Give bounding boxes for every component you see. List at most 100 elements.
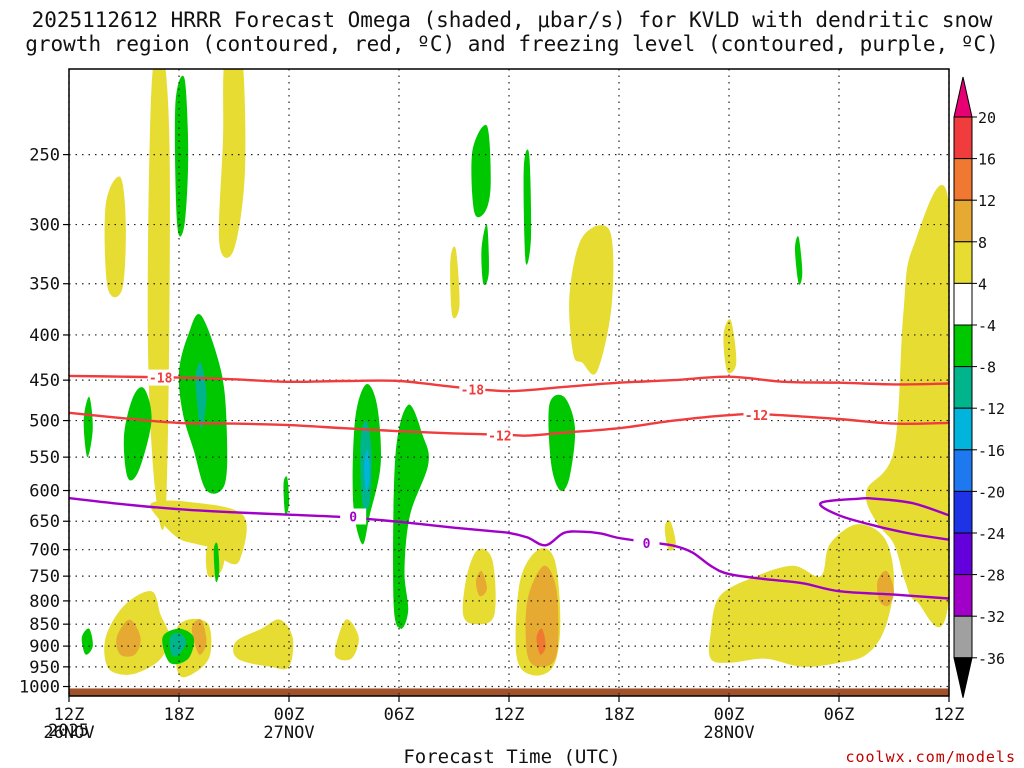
- colorbar-label: -32: [978, 608, 1005, 626]
- y-tick-label: 250: [29, 146, 60, 166]
- contour-label: -12: [745, 409, 768, 424]
- omega-region-27: [83, 396, 93, 458]
- x-axis-title: Forecast Time (UTC): [403, 746, 621, 768]
- colorbar-swatch: [953, 615, 973, 659]
- colorbar-swatch: [953, 158, 973, 201]
- x-date-label: 27NOV: [263, 723, 314, 743]
- title-line-1: 2025112612 HRRR Forecast Omega (shaded, …: [31, 8, 993, 32]
- colorbar-label: -12: [978, 400, 1005, 418]
- x-tick-label: 12Z: [54, 705, 85, 725]
- contour-label: -18: [461, 383, 485, 398]
- x-date-label: 28NOV: [703, 723, 754, 743]
- colorbar-label: 4: [978, 275, 987, 293]
- omega-region-32: [795, 236, 803, 285]
- colorbar-label: -28: [978, 567, 1005, 585]
- colorbar-swatch: [953, 532, 973, 576]
- y-tick-label: 550: [29, 448, 60, 468]
- omega-region-30: [523, 149, 532, 265]
- colorbar-label: 8: [978, 234, 987, 252]
- y-tick-label: 300: [29, 216, 60, 236]
- omega-region-17: [926, 223, 949, 318]
- omega-shading-layer: [69, 69, 949, 696]
- contour-label-bg: [459, 381, 486, 398]
- colorbar-bottom-arrow: [953, 657, 973, 698]
- y-tick-label: 400: [29, 326, 60, 346]
- ground-fill: [69, 688, 949, 696]
- contour-label-bg: [633, 535, 660, 552]
- colorbar-label: 12: [978, 192, 996, 210]
- contour-label-bg: [743, 407, 770, 424]
- y-tick-label: 500: [29, 412, 60, 432]
- axes-layer: 2503003504004505005506006507007508008509…: [19, 68, 964, 743]
- omega-region-20: [525, 565, 559, 667]
- omega-region-38: [81, 628, 93, 655]
- omega-region-0: [104, 176, 126, 298]
- y-tick-label: 600: [29, 482, 60, 502]
- omega-region-23: [536, 628, 546, 655]
- contour-layer: -18 -18 -12 -12 0 0: [69, 369, 949, 600]
- colorbar-swatch: [953, 407, 973, 451]
- omega-region-9: [450, 246, 460, 319]
- x-tick-label: 06Z: [384, 705, 415, 725]
- contour-line-3: [819, 497, 949, 541]
- colorbar-swatch: [953, 574, 973, 617]
- colorbar-label: -4: [978, 317, 996, 335]
- contour-line-2: [69, 496, 949, 600]
- contour-line-0: [69, 374, 949, 393]
- x-tick-label: 12Z: [494, 705, 525, 725]
- y-tick-label: 650: [29, 512, 60, 532]
- omega-region-16: [865, 184, 949, 628]
- omega-region-12: [569, 225, 614, 375]
- x-tick-label: 18Z: [164, 705, 195, 725]
- omega-region-24: [174, 75, 189, 237]
- omega-region-35: [283, 476, 290, 516]
- date-stamp: 2025: [48, 722, 89, 740]
- contour-label: -18: [149, 372, 173, 387]
- x-date-label: 26NOV: [43, 723, 94, 743]
- omega-region-8: [334, 619, 359, 661]
- colorbar-swatch: [953, 199, 973, 243]
- y-tick-label: 800: [29, 592, 60, 612]
- x-tick-label: 00Z: [714, 705, 745, 725]
- omega-region-31: [548, 394, 576, 492]
- omega-region-15: [708, 524, 894, 667]
- omega-region-28: [393, 404, 429, 629]
- omega-region-33: [481, 224, 489, 286]
- y-tick-label: 350: [29, 275, 60, 295]
- omega-region-2: [218, 69, 246, 258]
- title-line-2: growth region (contoured, red, ºC) and f…: [25, 32, 999, 56]
- year-label: 2025: [48, 721, 89, 741]
- y-tick-label: 450: [29, 371, 60, 391]
- omega-region-36: [213, 542, 220, 583]
- colorbar-swatch: [953, 490, 973, 534]
- contour-label: 0: [349, 510, 357, 525]
- contour-label-bg: [486, 427, 513, 444]
- y-tick-label: 1000: [19, 678, 60, 698]
- x-tick-label: 00Z: [274, 705, 305, 725]
- colorbar-swatch: [953, 324, 973, 368]
- y-tick-label: 850: [29, 615, 60, 635]
- contour-label: 0: [643, 537, 651, 552]
- colorbar: 20 16 12 8 4 -4 -8 -12 -16 -20 -24 -28 -32 -36: [953, 76, 1005, 698]
- omega-region-42: [364, 449, 370, 491]
- colorbar-label: -36: [978, 650, 1005, 668]
- contour-label: -12: [488, 430, 511, 445]
- colorbar-label: -20: [978, 483, 1005, 501]
- y-tick-label: 900: [29, 637, 60, 657]
- omega-region-1: [147, 69, 170, 531]
- contour-label-bg: [147, 369, 174, 386]
- colorbar-swatch: [953, 449, 973, 492]
- contour-label-bg: [340, 508, 367, 525]
- omega-region-13: [723, 319, 737, 374]
- chart-title: 2025112612 HRRR Forecast Omega (shaded, …: [0, 8, 1024, 56]
- omega-region-41: [169, 632, 187, 657]
- colorbar-swatch: [953, 282, 973, 326]
- colorbar-swatch: [953, 116, 973, 160]
- x-tick-label: 06Z: [824, 705, 855, 725]
- y-tick-label: 950: [29, 658, 60, 678]
- omega-region-18: [116, 619, 141, 657]
- colorbar-label: 20: [978, 109, 996, 127]
- y-tick-label: 750: [29, 567, 60, 587]
- omega-region-22: [475, 570, 488, 597]
